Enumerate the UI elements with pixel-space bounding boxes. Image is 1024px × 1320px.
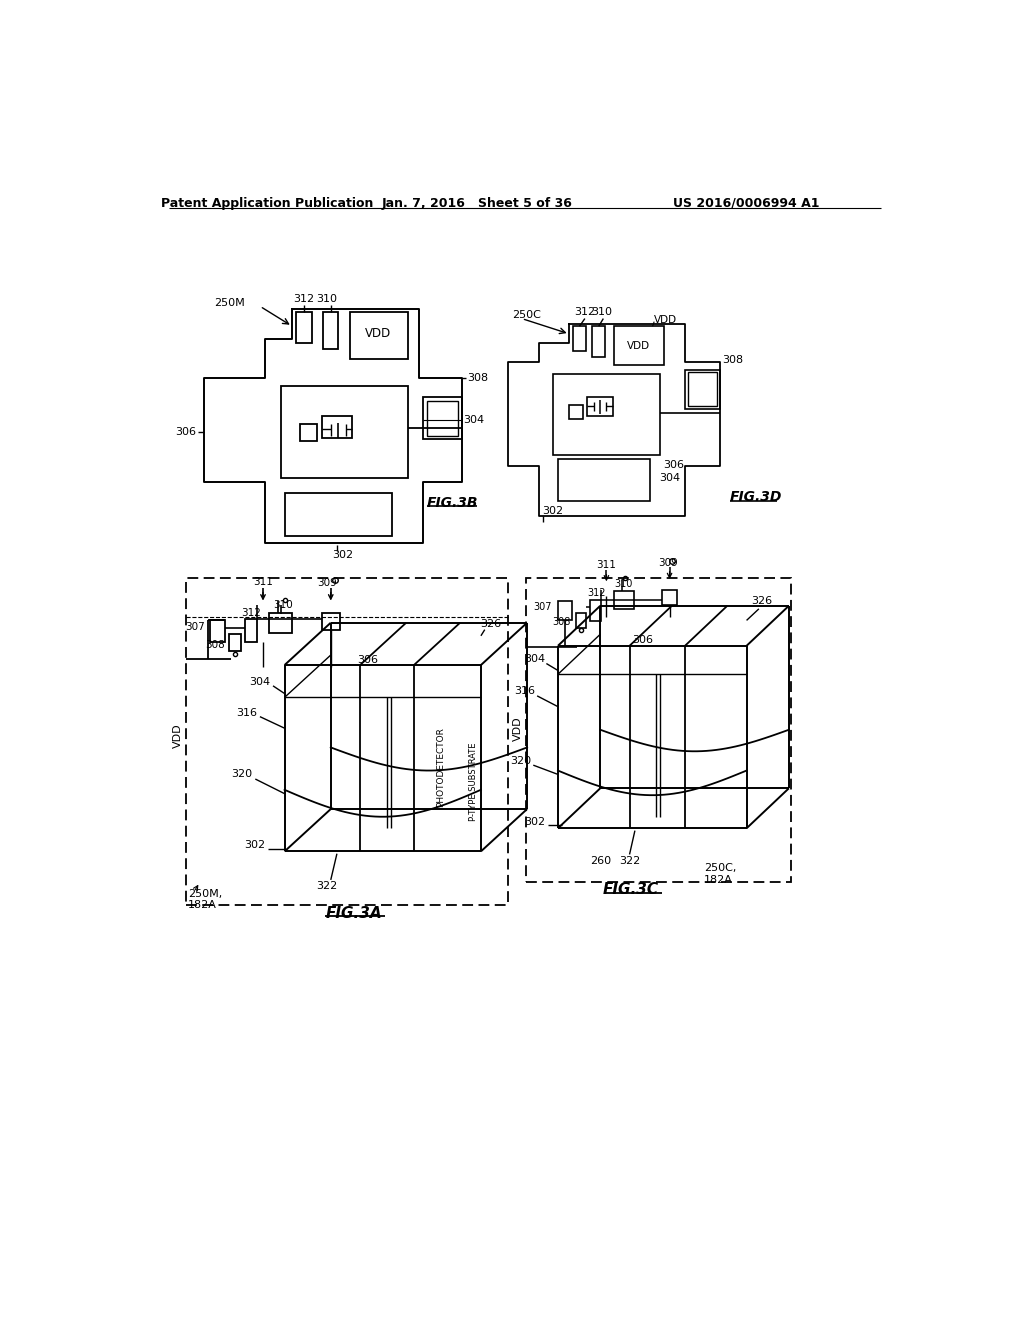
Bar	[662, 590, 677, 605]
Text: 308: 308	[553, 616, 571, 627]
Text: 308: 308	[467, 372, 488, 383]
Text: 260: 260	[590, 855, 611, 866]
Text: 310: 310	[316, 293, 338, 304]
Bar	[427, 401, 458, 436]
Bar	[350, 313, 408, 359]
Text: 306: 306	[357, 656, 378, 665]
Text: 182A: 182A	[188, 900, 217, 911]
Bar	[322, 612, 340, 630]
Text: 304: 304	[463, 416, 484, 425]
Text: 302: 302	[543, 506, 563, 516]
Text: Patent Application Publication: Patent Application Publication	[162, 197, 374, 210]
Bar	[322, 416, 352, 438]
Text: 316: 316	[237, 708, 258, 718]
Bar	[614, 326, 665, 364]
Text: 310: 310	[614, 579, 633, 589]
Text: FIG.3D: FIG.3D	[730, 490, 782, 504]
Text: 307: 307	[534, 602, 552, 611]
Text: 311: 311	[597, 560, 616, 570]
Text: 312: 312	[293, 293, 314, 304]
Bar	[245, 619, 257, 642]
Bar	[688, 372, 717, 405]
Text: FIG.3B: FIG.3B	[427, 496, 478, 511]
Text: VDD: VDD	[654, 315, 677, 325]
Text: 250C: 250C	[512, 310, 541, 321]
Text: 302: 302	[523, 817, 545, 828]
Bar	[569, 405, 584, 418]
Text: 307: 307	[185, 622, 205, 631]
Bar	[592, 326, 605, 358]
Text: 326: 326	[752, 597, 772, 606]
Text: 320: 320	[231, 770, 252, 779]
Text: 302: 302	[244, 841, 265, 850]
Text: VDD: VDD	[173, 723, 183, 748]
Bar	[590, 599, 601, 622]
Bar	[285, 494, 392, 536]
Text: 250M: 250M	[214, 298, 245, 308]
Text: 304: 304	[658, 473, 680, 483]
Text: 250M,: 250M,	[188, 888, 222, 899]
Text: 306: 306	[632, 635, 653, 644]
Text: 322: 322	[618, 855, 640, 866]
Text: 308: 308	[722, 355, 743, 366]
Text: 306: 306	[664, 459, 684, 470]
Text: 311: 311	[253, 577, 273, 587]
Bar	[296, 313, 311, 343]
Text: 312: 312	[587, 589, 605, 598]
Bar	[323, 313, 339, 350]
Text: 322: 322	[316, 880, 338, 891]
Bar	[558, 601, 571, 620]
Text: 316: 316	[514, 686, 535, 696]
Text: Jan. 7, 2016   Sheet 5 of 36: Jan. 7, 2016 Sheet 5 of 36	[382, 197, 572, 210]
Bar	[575, 612, 587, 628]
Text: 304: 304	[250, 677, 270, 686]
Text: 309: 309	[317, 578, 337, 589]
Bar	[229, 635, 242, 651]
Bar	[553, 374, 660, 455]
Bar	[269, 612, 292, 632]
Text: VDD: VDD	[366, 327, 391, 341]
Text: US 2016/0006994 A1: US 2016/0006994 A1	[674, 197, 820, 210]
Bar	[614, 591, 634, 609]
Text: 306: 306	[175, 426, 196, 437]
Bar	[281, 385, 408, 478]
Bar	[587, 397, 612, 416]
Bar	[558, 459, 650, 502]
Text: 310: 310	[273, 601, 293, 610]
Text: FIG.3C: FIG.3C	[603, 882, 659, 898]
Bar	[300, 424, 316, 441]
Text: 309: 309	[658, 557, 678, 568]
Text: VDD: VDD	[513, 715, 523, 741]
Text: 250C,: 250C,	[705, 863, 736, 874]
Bar	[423, 397, 462, 440]
Bar	[186, 578, 508, 906]
Text: FIG.3A: FIG.3A	[326, 906, 382, 920]
Text: 182A: 182A	[705, 875, 733, 884]
Bar	[525, 578, 792, 882]
Bar	[685, 370, 720, 409]
Text: 304: 304	[523, 653, 545, 664]
Text: 302: 302	[332, 550, 353, 560]
Text: 312: 312	[574, 308, 595, 317]
Text: 310: 310	[591, 308, 612, 317]
Bar	[210, 620, 225, 642]
Bar	[572, 326, 586, 351]
Text: P-TYPE SUBSTRATE: P-TYPE SUBSTRATE	[469, 743, 478, 821]
Text: VDD: VDD	[627, 341, 650, 351]
Text: 326: 326	[480, 619, 502, 630]
Text: PHOTODETECTOR: PHOTODETECTOR	[436, 727, 445, 807]
Text: 312: 312	[241, 607, 261, 618]
Text: 320: 320	[510, 755, 531, 766]
Text: 308: 308	[206, 640, 225, 649]
